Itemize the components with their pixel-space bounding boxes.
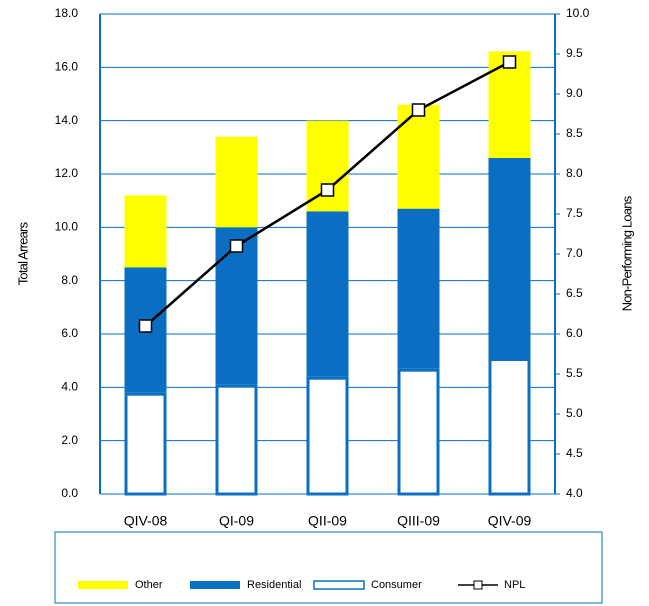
x-tick-label: QII-09 xyxy=(308,513,347,529)
y-axis-title: Total Arrears xyxy=(15,221,30,285)
npl-marker xyxy=(502,55,517,69)
x-tick-label: QIV-08 xyxy=(124,513,168,529)
y2-tick-label: 9.5 xyxy=(566,46,583,60)
bar-segment xyxy=(215,136,258,228)
bar-segment xyxy=(488,158,531,358)
y2-tick-label: 4.0 xyxy=(566,486,583,500)
legend-marker xyxy=(473,580,483,590)
legend-swatch xyxy=(78,581,128,589)
legend-label: Residential xyxy=(247,579,301,591)
bar-segment xyxy=(124,195,167,268)
y-tick-label: 6.0 xyxy=(61,326,78,340)
legend-swatch xyxy=(190,581,240,589)
bar-segment xyxy=(215,227,258,385)
y2-tick-label: 5.5 xyxy=(566,366,583,380)
legend-label: NPL xyxy=(504,579,525,591)
legend-box xyxy=(54,531,603,604)
y2-tick-label: 8.5 xyxy=(566,126,583,140)
bar-segment xyxy=(215,384,258,496)
y-tick-label: 0.0 xyxy=(61,486,78,500)
x-tick-label: QI-09 xyxy=(219,513,254,529)
npl-marker xyxy=(411,103,426,117)
bar-segment xyxy=(488,358,531,496)
y2-tick-label: 4.5 xyxy=(566,446,583,460)
y-tick-label: 8.0 xyxy=(61,273,78,287)
y2-tick-label: 6.5 xyxy=(566,286,583,300)
bar-segment xyxy=(306,211,349,377)
legend-label: Other xyxy=(135,579,163,591)
y2-tick-label: 7.5 xyxy=(566,206,583,220)
y2-tick-label: 5.0 xyxy=(566,406,583,420)
bar-segment xyxy=(397,208,440,369)
x-tick-label: QIV-09 xyxy=(488,513,532,529)
legend-label: Consumer xyxy=(371,579,422,591)
y2-axis-title: Non-Performing Loans xyxy=(619,195,634,311)
npl-marker xyxy=(229,239,244,253)
npl-marker xyxy=(138,319,153,333)
y-tick-label: 2.0 xyxy=(61,433,78,447)
y-tick-label: 10.0 xyxy=(55,220,79,234)
npl-marker xyxy=(320,183,335,197)
y2-tick-label: 6.0 xyxy=(566,326,583,340)
bar-segment xyxy=(397,104,440,209)
y-tick-label: 16.0 xyxy=(55,60,79,74)
bar-segment xyxy=(397,368,440,496)
legend-swatch xyxy=(313,580,365,590)
y2-tick-label: 7.0 xyxy=(566,246,583,260)
y2-tick-label: 8.0 xyxy=(566,166,583,180)
y-tick-label: 12.0 xyxy=(55,166,79,180)
y-tick-label: 18.0 xyxy=(55,6,79,20)
y-tick-label: 14.0 xyxy=(55,113,79,127)
bar-segment xyxy=(124,392,167,496)
y2-tick-label: 10.0 xyxy=(566,6,590,20)
y2-tick-label: 9.0 xyxy=(566,86,583,100)
bar-segment xyxy=(306,376,349,496)
y-tick-label: 4.0 xyxy=(61,380,78,394)
x-tick-label: QIII-09 xyxy=(397,513,440,529)
